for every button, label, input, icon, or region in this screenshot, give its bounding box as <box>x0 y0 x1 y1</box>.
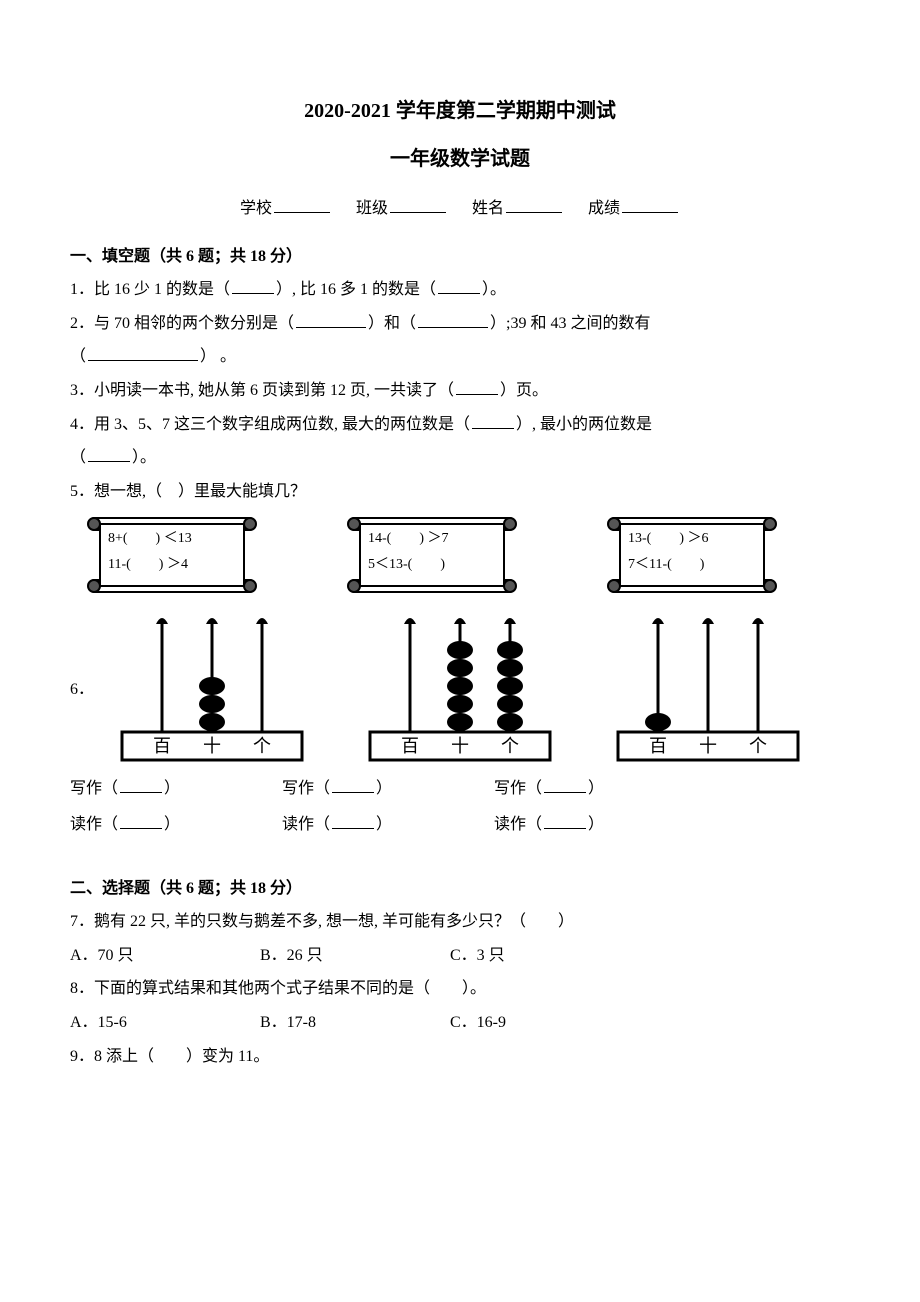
write-blank-3[interactable] <box>544 776 586 793</box>
q1-part1: 1．比 16 少 1 的数是（ <box>70 281 230 298</box>
svg-text:十: 十 <box>203 736 221 756</box>
scroll-1: 8+( ) ＜13 11-( ) ＞4 <box>82 512 262 598</box>
q4-part2: ）, 最小的两位数是 <box>516 416 652 433</box>
question-6-number: 6． <box>70 673 94 707</box>
write-blank-1[interactable] <box>120 776 162 793</box>
q2-part1: 2．与 70 相邻的两个数分别是（ <box>70 315 294 332</box>
exam-title-line2: 一年级数学试题 <box>70 138 850 180</box>
scroll-3-line2: 7＜11-( ) <box>628 552 756 577</box>
q1-part3: ）。 <box>482 281 506 298</box>
q8-opt-b[interactable]: B．17-8 <box>260 1006 450 1040</box>
q1-blank2[interactable] <box>438 277 480 294</box>
q3-blank1[interactable] <box>456 378 498 395</box>
question-3: 3．小明读一本书, 她从第 6 页读到第 12 页, 一共读了（ ）页。 <box>70 374 850 408</box>
scroll-2-line1: 14-( ) ＞7 <box>368 526 496 551</box>
section-a-heading: 一、填空题（共 6 题；共 18 分） <box>70 240 850 274</box>
scroll-3: 13-( ) ＞6 7＜11-( ) <box>602 512 782 598</box>
svg-text:百: 百 <box>153 736 171 756</box>
score-label: 成绩 <box>588 200 620 217</box>
q7-opt-c[interactable]: C．3 只 <box>450 939 640 973</box>
q2-part2: ）和（ <box>368 315 416 332</box>
question-8: 8．下面的算式结果和其他两个式子结果不同的是（ ）。 <box>70 972 850 1006</box>
q2-part4: （ <box>70 348 86 365</box>
question-9: 9．8 添上（ ）变为 11。 <box>70 1040 850 1074</box>
q7-opt-b[interactable]: B．26 只 <box>260 939 450 973</box>
question-1: 1．比 16 少 1 的数是（ ）, 比 16 多 1 的数是（ ）。 <box>70 273 850 307</box>
svg-text:个: 个 <box>501 736 519 756</box>
name-blank[interactable] <box>506 196 562 213</box>
write-label-3: 写作（ <box>494 780 542 797</box>
q2-blank3[interactable] <box>88 344 198 361</box>
paren-close: ） <box>376 780 392 797</box>
class-label: 班级 <box>356 200 388 217</box>
abacus-3: 百十个 <box>608 614 808 764</box>
question-7: 7．鹅有 22 只, 羊的只数与鹅差不多, 想一想, 羊可能有多少只？（ ） <box>70 905 850 939</box>
paren-close: ） <box>376 816 392 833</box>
svg-text:十: 十 <box>451 736 469 756</box>
paren-close: ） <box>588 780 604 797</box>
svg-text:百: 百 <box>649 736 667 756</box>
question-4: 4．用 3、5、7 这三个数字组成两位数, 最大的两位数是（ ）, 最小的两位数是 <box>70 408 850 442</box>
question-2: 2．与 70 相邻的两个数分别是（ ）和（ ）;39 和 43 之间的数有 <box>70 307 850 341</box>
write-row: 写作（ ） 写作（ ） 写作（ ） <box>70 772 850 806</box>
q8-opt-a[interactable]: A．15-6 <box>70 1006 260 1040</box>
write-blank-2[interactable] <box>332 776 374 793</box>
q3-part1: 3．小明读一本书, 她从第 6 页读到第 12 页, 一共读了（ <box>70 382 454 399</box>
scroll-1-line1: 8+( ) ＜13 <box>108 526 236 551</box>
write-label-2: 写作（ <box>282 780 330 797</box>
question-6-row: 6． 百 十 个 百 十 个 百 十 个 <box>70 614 850 764</box>
read-blank-2[interactable] <box>332 812 374 829</box>
q4-part1: 4．用 3、5、7 这三个数字组成两位数, 最大的两位数是（ <box>70 416 470 433</box>
q2-blank1[interactable] <box>296 311 366 328</box>
q1-part2: ）, 比 16 多 1 的数是（ <box>276 281 436 298</box>
question-4-line2: （ ）。 <box>70 441 850 475</box>
scroll-1-line2: 11-( ) ＞4 <box>108 552 236 577</box>
abacus-2: 百十个 <box>360 614 560 764</box>
name-label: 姓名 <box>472 200 504 217</box>
scroll-group: 8+( ) ＜13 11-( ) ＞4 14-( ) ＞7 5＜13-( ) <box>82 512 850 598</box>
svg-text:个: 个 <box>253 736 271 756</box>
svg-text:个: 个 <box>749 736 767 756</box>
q2-part5: ） 。 <box>200 348 236 365</box>
read-row: 读作（ ） 读作（ ） 读作（ ） <box>70 808 850 842</box>
q3-part2: ）页。 <box>500 382 548 399</box>
q4-blank1[interactable] <box>472 412 514 429</box>
q4-blank2[interactable] <box>88 445 130 462</box>
abacus-1: 百十个 <box>112 614 312 764</box>
section-b-heading: 二、选择题（共 6 题；共 18 分） <box>70 872 850 906</box>
score-blank[interactable] <box>622 196 678 213</box>
read-label-1: 读作（ <box>70 816 118 833</box>
paren-close: ） <box>164 780 180 797</box>
question-5: 5．想一想,（ ）里最大能填几？ <box>70 475 850 509</box>
q4-part4: ）。 <box>132 449 156 466</box>
question-8-options: A．15-6 B．17-8 C．16-9 <box>70 1006 850 1040</box>
school-label: 学校 <box>240 200 272 217</box>
scroll-2: 14-( ) ＞7 5＜13-( ) <box>342 512 522 598</box>
school-blank[interactable] <box>274 196 330 213</box>
question-7-options: A．70 只 B．26 只 C．3 只 <box>70 939 850 973</box>
paren-close: ） <box>164 816 180 833</box>
read-label-2: 读作（ <box>282 816 330 833</box>
svg-text:百: 百 <box>401 736 419 756</box>
q2-part3: ）;39 和 43 之间的数有 <box>490 315 650 332</box>
question-2-line2: （ ） 。 <box>70 340 850 374</box>
svg-text:十: 十 <box>699 736 717 756</box>
write-label-1: 写作（ <box>70 780 118 797</box>
q7-opt-a[interactable]: A．70 只 <box>70 939 260 973</box>
scroll-3-line1: 13-( ) ＞6 <box>628 526 756 551</box>
q1-blank1[interactable] <box>232 277 274 294</box>
exam-title-line1: 2020-2021 学年度第二学期期中测试 <box>70 90 850 132</box>
paren-close: ） <box>588 816 604 833</box>
student-info-line: 学校 班级 姓名 成绩 <box>70 192 850 226</box>
scroll-2-line2: 5＜13-( ) <box>368 552 496 577</box>
read-label-3: 读作（ <box>494 816 542 833</box>
read-blank-3[interactable] <box>544 812 586 829</box>
read-blank-1[interactable] <box>120 812 162 829</box>
q4-part3: （ <box>70 449 86 466</box>
q2-blank2[interactable] <box>418 311 488 328</box>
q8-opt-c[interactable]: C．16-9 <box>450 1006 640 1040</box>
class-blank[interactable] <box>390 196 446 213</box>
